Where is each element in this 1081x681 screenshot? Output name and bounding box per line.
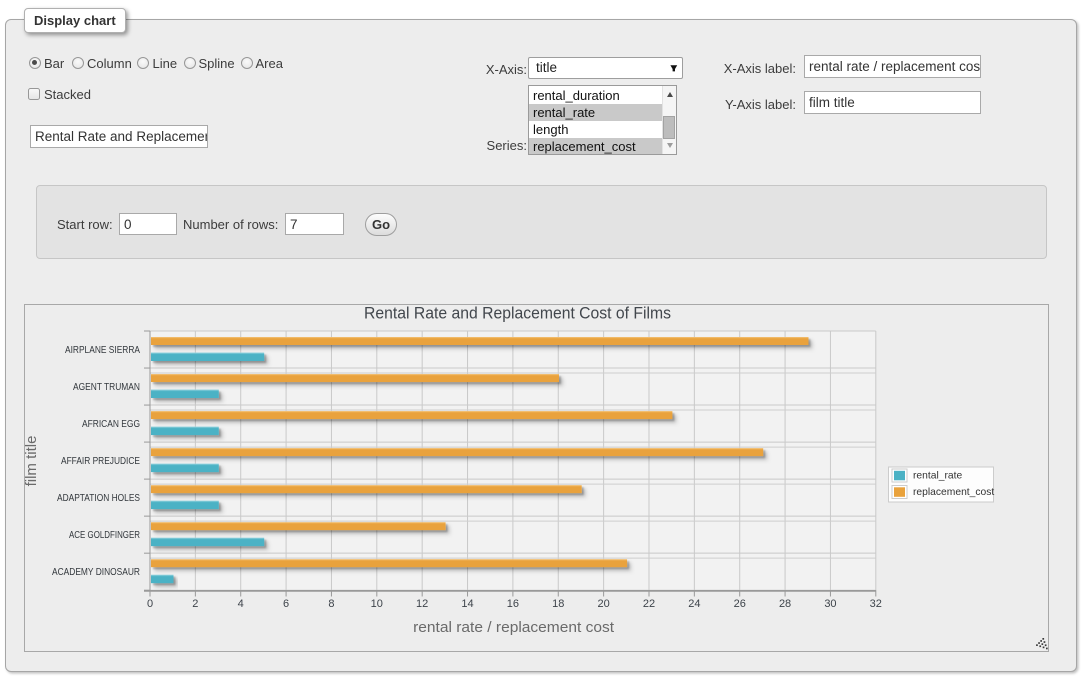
svg-text:20: 20 [597,598,609,610]
svg-text:28: 28 [779,598,791,610]
svg-text:30: 30 [824,598,836,610]
svg-text:ACE GOLDFINGER: ACE GOLDFINGER [69,530,140,541]
svg-text:16: 16 [507,598,519,610]
svg-text:4: 4 [238,598,244,610]
svg-text:rental rate / replacement cost: rental rate / replacement cost [413,619,615,636]
svg-text:AGENT TRUMAN: AGENT TRUMAN [73,382,140,393]
svg-text:ADAPTATION HOLES: ADAPTATION HOLES [57,493,140,504]
svg-text:18: 18 [552,598,564,610]
svg-text:AIRPLANE SIERRA: AIRPLANE SIERRA [65,345,140,356]
svg-text:AFFAIR PREJUDICE: AFFAIR PREJUDICE [61,456,140,467]
svg-text:rental_rate: rental_rate [913,470,963,481]
svg-text:32: 32 [870,598,882,610]
svg-text:replacement_cost: replacement_cost [913,487,994,498]
svg-text:8: 8 [328,598,334,610]
svg-text:AFRICAN EGG: AFRICAN EGG [82,419,140,430]
svg-text:24: 24 [688,598,700,610]
svg-text:Rental Rate and Replacement Co: Rental Rate and Replacement Cost of Film… [364,305,671,323]
svg-text:film title: film title [25,436,40,487]
svg-text:26: 26 [734,598,746,610]
svg-text:14: 14 [461,598,473,610]
svg-text:10: 10 [371,598,383,610]
svg-text:2: 2 [192,598,198,610]
svg-text:12: 12 [416,598,428,610]
svg-text:ACADEMY DINOSAUR: ACADEMY DINOSAUR [52,567,140,578]
svg-text:0: 0 [147,598,153,610]
svg-text:22: 22 [643,598,655,610]
svg-text:6: 6 [283,598,289,610]
